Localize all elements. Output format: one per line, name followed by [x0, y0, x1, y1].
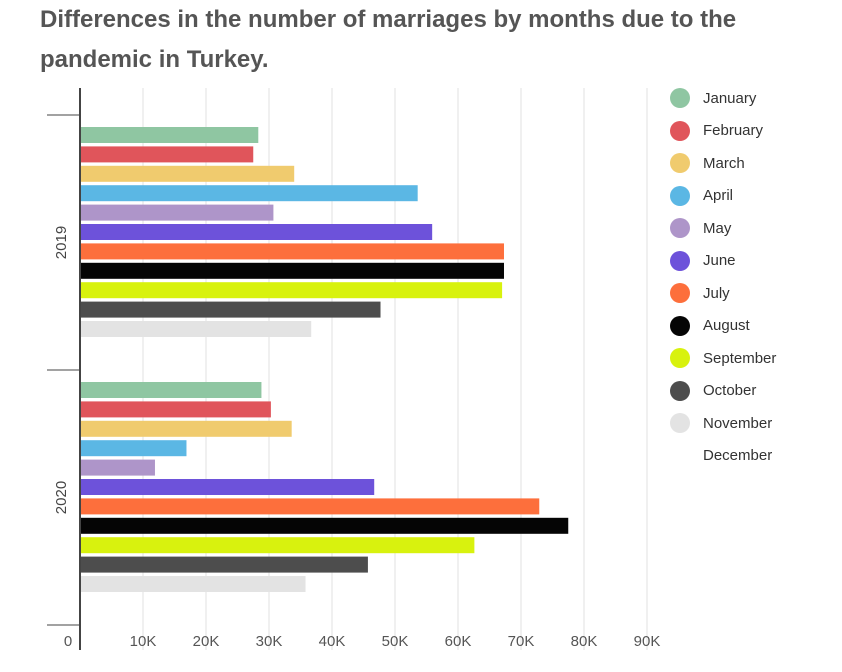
category-label: 2019 [53, 226, 70, 259]
x-tick-label: 70K [508, 633, 535, 650]
x-tick-label: 50K [382, 633, 409, 650]
legend-swatch [670, 153, 690, 174]
bars [80, 127, 569, 592]
gridlines [142, 88, 648, 650]
bar-2019-may [80, 204, 274, 221]
legend-swatch [670, 283, 690, 304]
legend-item-april[interactable]: April [670, 180, 840, 213]
x-tick-label: 80K [571, 633, 598, 650]
chart-title: Differences in the number of marriages b… [40, 6, 737, 73]
bar-2020-march [80, 420, 292, 437]
legend-label: May [703, 219, 732, 237]
legend-label: March [703, 154, 745, 172]
legend-label: September [703, 349, 777, 367]
bar-2019-april [80, 185, 418, 202]
bar-2019-october [80, 301, 381, 318]
bar-2020-january [80, 382, 262, 398]
legend-label: July [703, 284, 730, 302]
legend-label: June [703, 252, 736, 270]
legend-swatch [670, 380, 690, 401]
axes: 0 10K 20K 30K 40K 50K 60K 70K 80K 90K 2019 2020 [47, 88, 660, 650]
legend-swatch [670, 315, 690, 336]
bar-2020-november [80, 576, 306, 592]
legend-swatch [670, 120, 690, 141]
legend-item-january[interactable]: January [670, 82, 840, 115]
legend-label: April [703, 187, 734, 205]
legend-swatch [670, 185, 690, 206]
legend-item-december[interactable]: December [670, 440, 840, 473]
bar-2020-february [80, 401, 271, 418]
bar-2019-september [80, 282, 503, 299]
legend-item-june[interactable]: June [670, 245, 840, 278]
bar-2019-july [80, 243, 504, 260]
legend-swatch [670, 218, 690, 239]
legend: January February March April May June July Augu… [670, 82, 840, 472]
legend-item-march[interactable]: March [670, 147, 840, 180]
bar-2019-february [80, 146, 254, 163]
x-tick-label: 10K [130, 633, 157, 650]
x-tick-label: 90K [634, 633, 661, 650]
legend-item-november[interactable]: November [670, 407, 840, 440]
bar-2019-june [80, 224, 433, 240]
bar-2019-january [80, 127, 259, 143]
bar-2019-november [80, 321, 312, 337]
bar-2019-march [80, 165, 295, 182]
x-tick-label: 40K [319, 633, 346, 650]
category-label: 2020 [53, 481, 70, 514]
legend-swatch [670, 88, 690, 109]
legend-swatch [670, 348, 690, 369]
legend-label: January [703, 89, 757, 107]
legend-label: December [703, 447, 773, 465]
legend-swatch [670, 445, 690, 466]
x-tick-label: 0 [64, 633, 72, 650]
legend-item-august[interactable]: August [670, 310, 840, 343]
legend-label: February [703, 122, 764, 140]
legend-item-september[interactable]: September [670, 342, 840, 375]
bar-2020-october [80, 556, 368, 573]
legend-item-july[interactable]: July [670, 277, 840, 310]
bar-2020-april [80, 440, 187, 457]
x-tick-label: 30K [256, 633, 283, 650]
bar-2020-august [80, 517, 569, 534]
bar-2020-may [80, 459, 155, 476]
bar-2020-july [80, 498, 540, 515]
x-tick-label: 20K [193, 633, 220, 650]
legend-label: October [703, 382, 757, 400]
bar-2020-june [80, 479, 375, 495]
bar-2020-september [80, 537, 475, 554]
legend-item-may[interactable]: May [670, 212, 840, 245]
legend-item-october[interactable]: October [670, 375, 840, 408]
legend-swatch [670, 413, 690, 434]
bar-2019-august [80, 262, 504, 279]
legend-label: November [703, 414, 773, 432]
legend-swatch [670, 250, 690, 271]
legend-item-february[interactable]: February [670, 115, 840, 148]
legend-label: August [703, 317, 750, 335]
x-tick-label: 60K [445, 633, 472, 650]
